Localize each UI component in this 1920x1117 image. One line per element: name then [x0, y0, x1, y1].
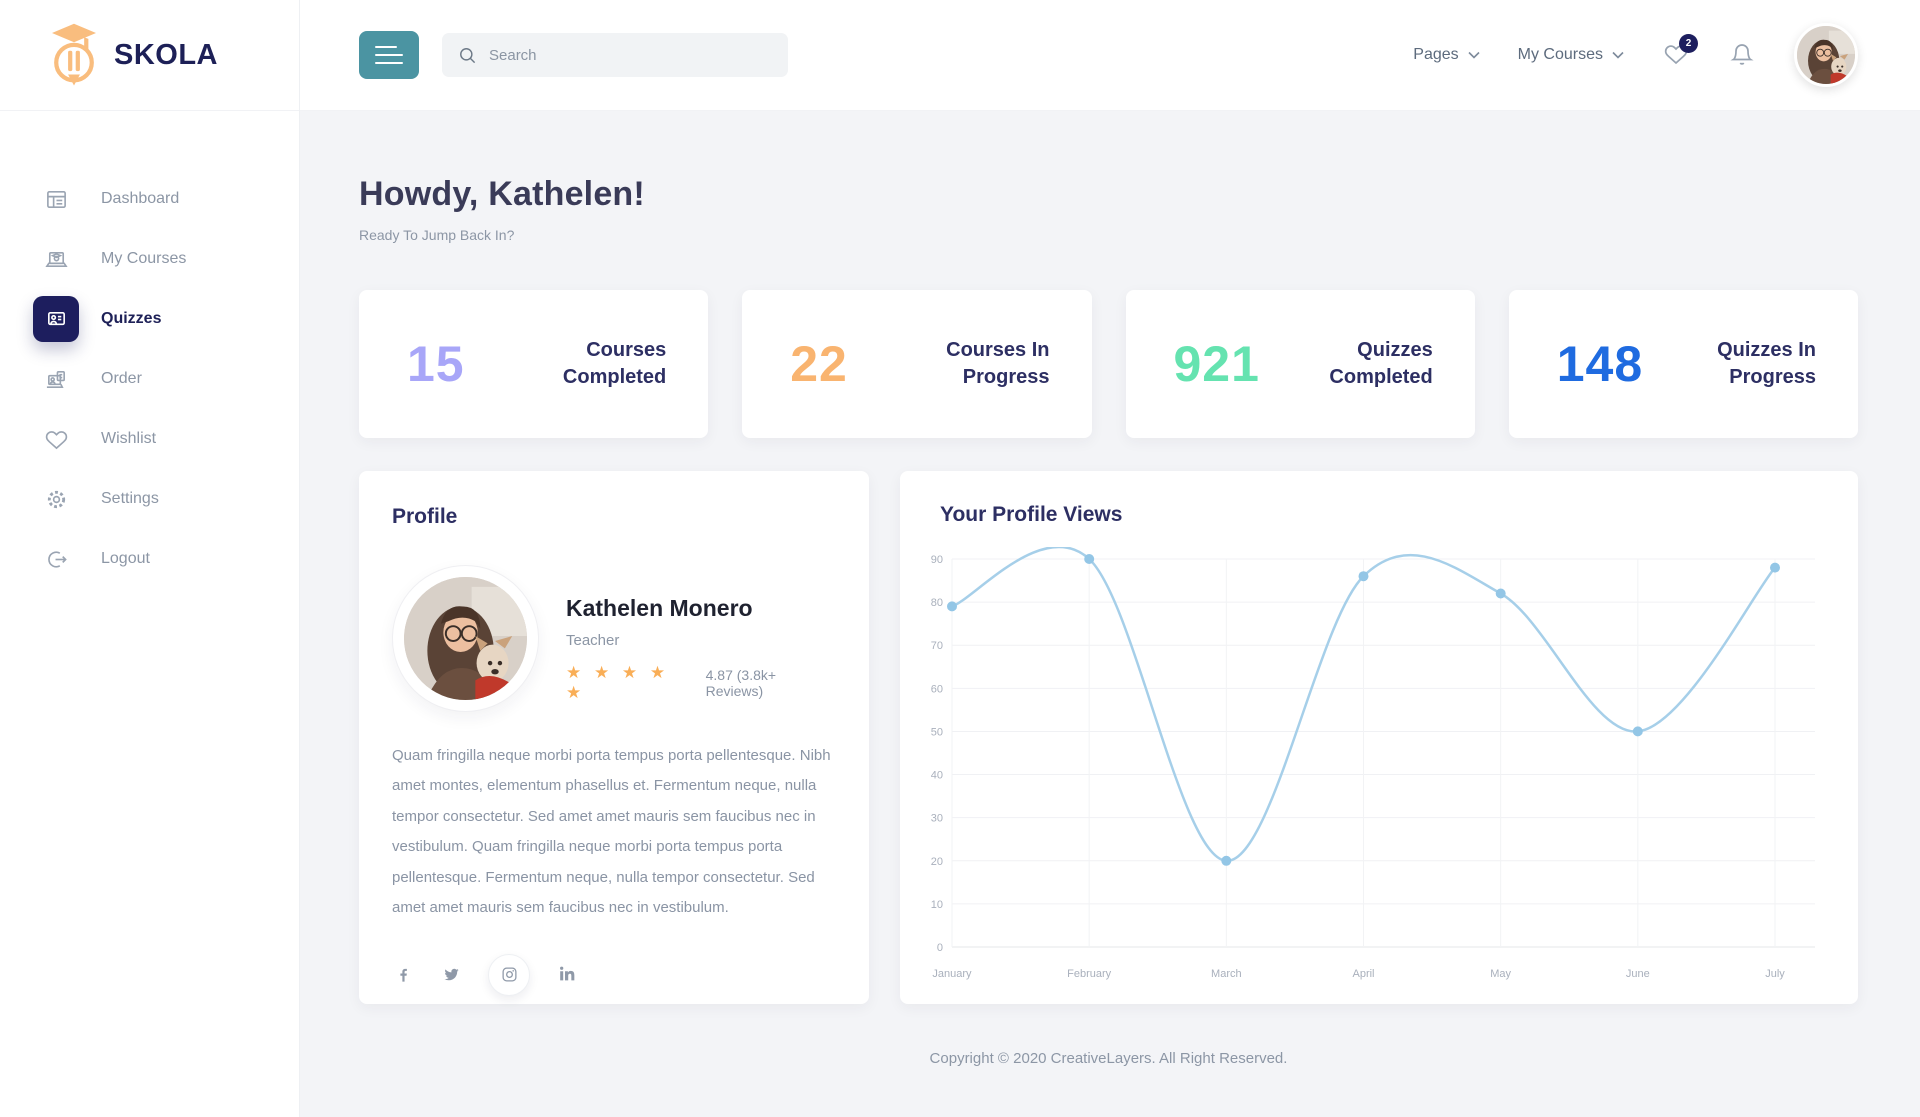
svg-text:March: March — [1211, 968, 1242, 980]
profile-card-title: Profile — [392, 505, 458, 528]
sidebar-item-dashboard[interactable]: Dashboard — [0, 169, 299, 229]
sidebar-item-label: Order — [101, 370, 142, 387]
stat-card-quizzes-completed: 921 Quizzes Completed — [1125, 290, 1475, 438]
nav-pages-label: Pages — [1413, 46, 1459, 63]
star-rating-icons: ★ ★ ★ ★ ★ — [566, 663, 670, 702]
svg-text:June: June — [1626, 968, 1650, 980]
sidebar: SKOLA Dashboard My Courses Quizzes — [0, 0, 300, 1117]
search-icon — [460, 47, 476, 63]
sidebar-item-order[interactable]: Order — [0, 349, 299, 409]
twitter-icon[interactable] — [440, 964, 462, 986]
bell-icon — [1730, 43, 1754, 65]
svg-text:February: February — [1067, 968, 1112, 980]
top-header: Pages My Courses 2 — [300, 0, 1920, 111]
svg-text:April: April — [1352, 968, 1374, 980]
sidebar-item-logout[interactable]: Logout — [0, 529, 299, 589]
profile-bio: Quam fringilla neque morbi porta tempus … — [392, 747, 831, 917]
brand-name: SKOLA — [114, 38, 218, 71]
settings-gear-icon — [33, 476, 79, 522]
chart-title: Your Profile Views — [940, 503, 1123, 526]
profile-role: Teacher — [566, 632, 620, 649]
courses-icon — [33, 236, 79, 282]
dashboard-icon — [33, 176, 79, 222]
logout-icon — [33, 536, 79, 582]
nav-my-courses-label: My Courses — [1517, 46, 1603, 63]
stat-card-quizzes-in-progress: 148 Quizzes In Progress — [1508, 290, 1858, 438]
user-avatar[interactable] — [1794, 23, 1858, 87]
profile-views-card: Your Profile Views 0 10 20 30 40 50 60 70 80 90 Ja… — [900, 471, 1858, 1004]
svg-text:May: May — [1490, 968, 1511, 980]
main-content: Howdy, Kathelen! Ready To Jump Back In? … — [300, 111, 1920, 1117]
stat-value: 22 — [790, 336, 848, 392]
notifications-button[interactable] — [1728, 41, 1756, 69]
instagram-icon[interactable] — [488, 953, 530, 996]
sidebar-item-quizzes[interactable]: Quizzes — [0, 289, 299, 349]
sidebar-item-wishlist[interactable]: Wishlist — [0, 409, 299, 469]
profile-views-chart: 0 10 20 30 40 50 60 70 80 90 January February March A… — [931, 547, 1815, 980]
skola-logo-icon — [52, 23, 96, 86]
profile-avatar — [392, 565, 539, 712]
stat-card-courses-in-progress: 22 Courses In Progress — [742, 290, 1092, 438]
linkedin-icon[interactable] — [556, 964, 578, 986]
heart-icon — [1664, 44, 1688, 64]
svg-text:50: 50 — [931, 726, 943, 738]
wishlist-heart-icon — [33, 416, 79, 462]
greeting-section: Howdy, Kathelen! Ready To Jump Back In? — [359, 175, 1858, 243]
chevron-down-icon — [1468, 51, 1480, 59]
stat-value: 921 — [1173, 336, 1260, 392]
stat-value: 148 — [1556, 336, 1644, 392]
menu-toggle-button[interactable] — [359, 31, 419, 79]
nav-pages-dropdown[interactable]: Pages — [1413, 46, 1480, 64]
svg-text:60: 60 — [931, 683, 943, 695]
stat-card-courses-completed: 15 Courses Completed — [359, 290, 709, 438]
rating-text: 4.87 (3.8k+ Reviews) — [705, 667, 777, 699]
svg-text:January: January — [932, 968, 972, 980]
svg-text:80: 80 — [931, 597, 943, 609]
quizzes-icon — [33, 296, 79, 342]
stat-label: Courses In Progress — [946, 339, 1050, 388]
profile-name: Kathelen Monero — [566, 595, 753, 621]
svg-text:10: 10 — [931, 899, 943, 911]
social-links — [392, 953, 834, 996]
svg-text:30: 30 — [931, 813, 943, 825]
svg-text:40: 40 — [931, 770, 943, 782]
stats-row: 15 Courses Completed 22 Courses In Progr… — [359, 290, 1858, 438]
sidebar-item-label: Dashboard — [101, 190, 180, 207]
sidebar-item-label: My Courses — [101, 250, 187, 267]
order-icon — [33, 356, 79, 402]
sidebar-item-my-courses[interactable]: My Courses — [0, 229, 299, 289]
svg-text:90: 90 — [931, 554, 943, 566]
svg-text:70: 70 — [931, 640, 943, 652]
wishlist-count-badge: 2 — [1679, 34, 1698, 53]
content-row: Profile Kathelen Monero Teacher ★ ★ ★ ★ … — [359, 471, 1858, 1004]
stat-label: Courses Completed — [562, 339, 667, 388]
svg-text:0: 0 — [937, 942, 943, 954]
stat-label: Quizzes Completed — [1329, 339, 1433, 388]
nav-my-courses-dropdown[interactable]: My Courses — [1518, 46, 1624, 64]
svg-text:July: July — [1765, 968, 1785, 980]
stat-value: 15 — [407, 336, 465, 392]
sidebar-nav: Dashboard My Courses Quizzes Order — [0, 111, 299, 589]
wishlist-button[interactable]: 2 — [1662, 34, 1698, 69]
sidebar-item-label: Quizzes — [101, 310, 162, 327]
page-title: Howdy, Kathelen! — [359, 175, 645, 213]
footer-copyright: Copyright © 2020 CreativeLayers. All Rig… — [929, 1050, 1288, 1067]
page-subtitle: Ready To Jump Back In? — [359, 227, 515, 243]
brand-logo[interactable]: SKOLA — [0, 0, 299, 111]
svg-text:20: 20 — [931, 856, 943, 868]
search-input[interactable] — [489, 46, 772, 64]
search-box — [442, 33, 788, 77]
stat-label: Quizzes In Progress — [1717, 339, 1816, 388]
profile-card: Profile Kathelen Monero Teacher ★ ★ ★ ★ … — [359, 471, 869, 1004]
sidebar-item-label: Wishlist — [101, 430, 157, 447]
sidebar-item-settings[interactable]: Settings — [0, 469, 299, 529]
facebook-icon[interactable] — [392, 964, 414, 986]
chevron-down-icon — [1612, 51, 1624, 59]
sidebar-item-label: Settings — [101, 490, 159, 507]
sidebar-item-label: Logout — [101, 550, 150, 567]
